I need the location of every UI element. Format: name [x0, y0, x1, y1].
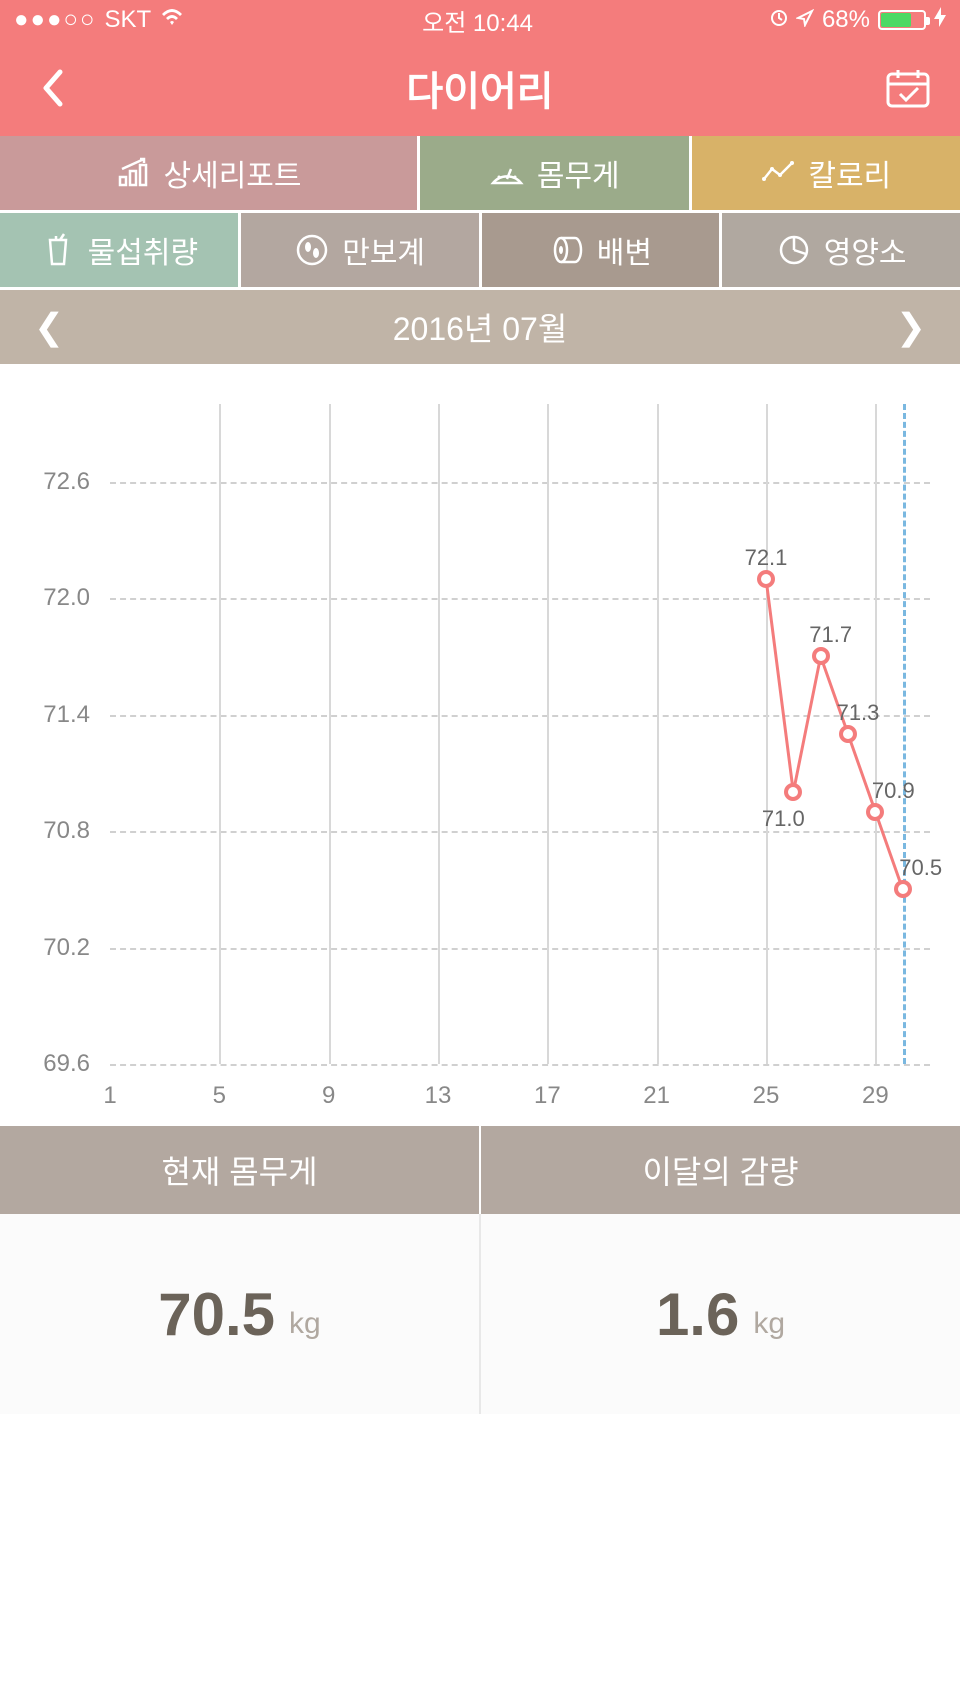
month-label: 2016년 07월	[393, 304, 568, 350]
calendar-button[interactable]	[884, 64, 932, 112]
tab-nutrient[interactable]: 영양소	[722, 213, 960, 287]
status-right: 68%	[770, 6, 946, 34]
tab-weight-label: 몸무게	[537, 151, 620, 195]
tab-pedometer-label: 만보계	[342, 228, 425, 272]
prev-month-button[interactable]: ❮	[24, 306, 74, 348]
x-axis-label: 25	[753, 1082, 780, 1110]
summary-values: 70.5 kg 1.6 kg	[0, 1214, 960, 1414]
tab-bowel[interactable]: 배변	[482, 213, 723, 287]
y-axis-label: 71.4	[20, 701, 90, 729]
data-point-label: 72.1	[745, 545, 788, 571]
chart-up-icon	[116, 155, 152, 191]
gridline	[110, 1064, 930, 1066]
x-axis-label: 1	[103, 1082, 116, 1110]
y-axis-label: 72.6	[20, 468, 90, 496]
tab-nutrient-label: 영양소	[824, 228, 907, 272]
footsteps-icon	[294, 232, 330, 268]
status-bar: ●●●○○ SKT 오전 10:44 68%	[0, 0, 960, 40]
back-button[interactable]	[28, 64, 76, 112]
loss-unit: kg	[753, 1307, 785, 1341]
x-axis-label: 17	[534, 1082, 561, 1110]
current-weight-number: 70.5	[158, 1280, 275, 1349]
x-axis-label: 29	[862, 1082, 889, 1110]
data-point-label: 71.7	[809, 622, 852, 648]
signal-dots-icon: ●●●○○	[14, 6, 96, 34]
data-point-label: 70.9	[872, 778, 915, 804]
tab-water-label: 물섭취량	[88, 228, 198, 272]
cup-icon	[40, 232, 76, 268]
loss-header: 이달의 감량	[481, 1126, 960, 1214]
battery-fill	[881, 13, 911, 27]
y-axis-label: 72.0	[20, 584, 90, 612]
tab-report[interactable]: 상세리포트	[0, 136, 420, 210]
data-point[interactable]	[812, 647, 830, 665]
y-axis-label: 70.8	[20, 817, 90, 845]
weight-chart[interactable]: 69.6 70.2 70.8 71.4 72.0 72.6 1 5 9 13 17 21 25 29 72.…	[0, 364, 960, 1124]
data-point[interactable]	[894, 880, 912, 898]
data-point-label: 70.5	[899, 855, 942, 881]
chart-line	[110, 404, 930, 1064]
tabs-row-2: 물섭취량 만보계 배변 영양소	[0, 213, 960, 290]
data-point[interactable]	[757, 570, 775, 588]
pie-chart-icon	[776, 232, 812, 268]
tab-pedometer[interactable]: 만보계	[241, 213, 482, 287]
tab-report-label: 상세리포트	[164, 151, 302, 195]
summary-headers: 현재 몸무게 이달의 감량	[0, 1124, 960, 1214]
next-month-button[interactable]: ❯	[886, 306, 936, 348]
data-point[interactable]	[784, 783, 802, 801]
carrier-label: SKT	[104, 6, 151, 34]
nav-bar: 다이어리	[0, 40, 960, 136]
data-point[interactable]	[839, 725, 857, 743]
location-icon	[796, 6, 814, 34]
data-point-label: 71.0	[762, 806, 805, 832]
tab-calorie-label: 칼로리	[808, 151, 891, 195]
x-axis-label: 13	[425, 1082, 452, 1110]
status-time: 오전 10:44	[422, 3, 533, 38]
tab-water[interactable]: 물섭취량	[0, 213, 241, 287]
x-axis-label: 21	[643, 1082, 670, 1110]
wifi-icon	[159, 6, 185, 34]
toilet-paper-icon	[549, 232, 585, 268]
page-title: 다이어리	[406, 59, 553, 117]
battery-percent: 68%	[822, 6, 870, 34]
tab-calorie[interactable]: 칼로리	[692, 136, 960, 210]
battery-icon	[878, 10, 926, 30]
scale-icon	[489, 155, 525, 191]
tab-weight[interactable]: 몸무게	[420, 136, 692, 210]
y-axis-label: 69.6	[20, 1050, 90, 1078]
tabs-row-1: 상세리포트 몸무게 칼로리	[0, 136, 960, 213]
loss-value: 1.6 kg	[481, 1214, 960, 1414]
y-axis-label: 70.2	[20, 934, 90, 962]
current-weight-header: 현재 몸무게	[0, 1126, 481, 1214]
x-axis-label: 9	[322, 1082, 335, 1110]
current-weight-unit: kg	[289, 1307, 321, 1341]
charging-icon	[934, 6, 946, 34]
lock-icon	[770, 6, 788, 34]
current-weight-value: 70.5 kg	[0, 1214, 481, 1414]
status-left: ●●●○○ SKT	[14, 6, 185, 34]
line-chart-icon	[760, 155, 796, 191]
tab-bowel-label: 배변	[597, 228, 652, 272]
data-point[interactable]	[866, 803, 884, 821]
data-point-label: 71.3	[837, 700, 880, 726]
x-axis-label: 5	[213, 1082, 226, 1110]
month-selector: ❮ 2016년 07월 ❯	[0, 290, 960, 364]
loss-number: 1.6	[656, 1280, 739, 1349]
